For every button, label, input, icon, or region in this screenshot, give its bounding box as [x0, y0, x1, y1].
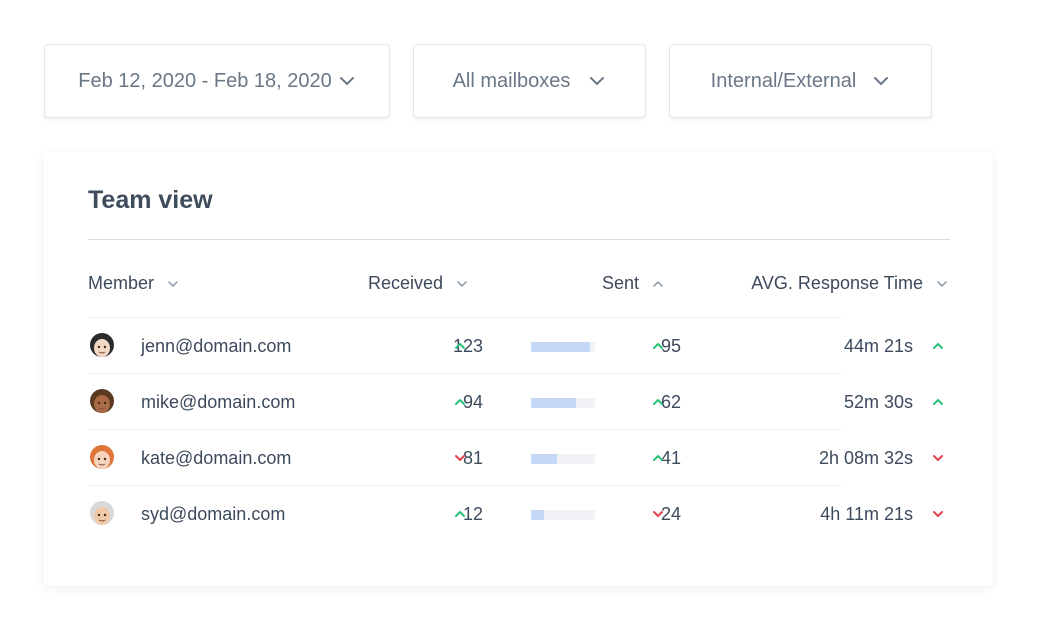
sent-count: 62 [660, 391, 681, 412]
column-header-member[interactable]: Member [88, 273, 180, 294]
scope-label: Internal/External [710, 69, 857, 92]
chevron-down-icon [874, 77, 889, 85]
older-man-avatar-icon [90, 501, 114, 525]
column-header-sent[interactable]: Sent [602, 273, 665, 294]
trend-up-icon [455, 511, 465, 517]
sent-trend [651, 430, 665, 486]
trend-up-icon [653, 343, 663, 349]
received-count: 81 [462, 447, 483, 468]
sent-bar-track [531, 398, 595, 408]
woman-dark-hair-avatar-icon [90, 333, 114, 357]
column-header-label: Sent [601, 273, 639, 293]
chevron-down-icon [168, 280, 178, 287]
sent-count: 41 [660, 447, 681, 468]
trend-up-icon [455, 399, 465, 405]
chevron-up-icon [653, 280, 663, 287]
sent-bar-fill [531, 342, 590, 352]
sent-bar-track [531, 454, 595, 464]
chevron-down-icon [590, 77, 605, 85]
column-header-avg-response[interactable]: AVG. Response Time [751, 273, 949, 294]
avg-response-trend [931, 430, 945, 486]
sent-bar-fill [531, 454, 557, 464]
trend-up-icon [933, 343, 943, 349]
sent-bar-fill [531, 510, 544, 520]
trend-down-icon [933, 455, 943, 461]
trend-up-icon [933, 399, 943, 405]
chevron-down-icon [339, 77, 354, 85]
trend-up-icon [653, 399, 663, 405]
trend-down-icon [933, 511, 943, 517]
member-email[interactable]: mike@domain.com [141, 391, 296, 412]
avg-response-time: 2h 08m 32s [818, 447, 913, 468]
sent-trend [651, 374, 665, 430]
sent-trend [651, 318, 665, 374]
received-count: 94 [462, 391, 483, 412]
sent-trend [651, 486, 665, 542]
received-count: 12 [462, 503, 483, 524]
column-header-label: AVG. Response Time [751, 273, 923, 293]
mailbox-label: All mailboxes [452, 69, 571, 92]
received-count: 123 [452, 335, 483, 356]
woman-red-hair-avatar-icon [90, 445, 114, 469]
table-row[interactable]: kate@domain.com 81 41 2h 08m 32s [88, 429, 943, 486]
column-header-label: Received [367, 273, 443, 293]
avg-response-time: 52m 30s [843, 391, 913, 412]
received-trend [453, 430, 467, 486]
card-title: Team view [88, 186, 213, 214]
divider [88, 239, 950, 240]
column-header-received[interactable]: Received [368, 273, 469, 294]
trend-up-icon [455, 343, 465, 349]
member-email[interactable]: kate@domain.com [141, 447, 292, 468]
table-row[interactable]: syd@domain.com 12 24 4h 11m 21s [88, 485, 943, 542]
mailbox-dropdown[interactable]: All mailboxes [413, 44, 646, 118]
team-view-card: Team view Member Received Sent AVG. Resp… [44, 152, 993, 586]
member-email[interactable]: syd@domain.com [141, 503, 286, 524]
column-header-label: Member [88, 273, 155, 293]
chevron-down-icon [457, 280, 467, 287]
received-trend [453, 374, 467, 430]
date-range-label: Feb 12, 2020 - Feb 18, 2020 [78, 69, 332, 92]
avg-response-trend [931, 374, 945, 430]
man-beard-avatar-icon [90, 389, 114, 413]
date-range-dropdown[interactable]: Feb 12, 2020 - Feb 18, 2020 [44, 44, 390, 118]
member-email[interactable]: jenn@domain.com [141, 335, 292, 356]
received-trend [453, 318, 467, 374]
sent-bar-track [531, 510, 595, 520]
received-trend [453, 486, 467, 542]
scope-dropdown[interactable]: Internal/External [669, 44, 932, 118]
sent-bar-fill [531, 398, 576, 408]
chevron-down-icon [937, 280, 947, 287]
avg-response-time: 4h 11m 21s [820, 503, 913, 524]
table-row[interactable]: jenn@domain.com 123 95 44m 21s [88, 317, 943, 374]
sent-bar-track [531, 342, 595, 352]
table-row[interactable]: mike@domain.com 94 62 52m 30s [88, 373, 943, 430]
sent-count: 24 [660, 503, 681, 524]
avg-response-time: 44m 21s [843, 335, 913, 356]
trend-down-icon [455, 455, 465, 461]
trend-up-icon [653, 455, 663, 461]
sent-count: 95 [660, 335, 681, 356]
avg-response-trend [931, 318, 945, 374]
avg-response-trend [931, 486, 945, 542]
trend-down-icon [653, 511, 663, 517]
